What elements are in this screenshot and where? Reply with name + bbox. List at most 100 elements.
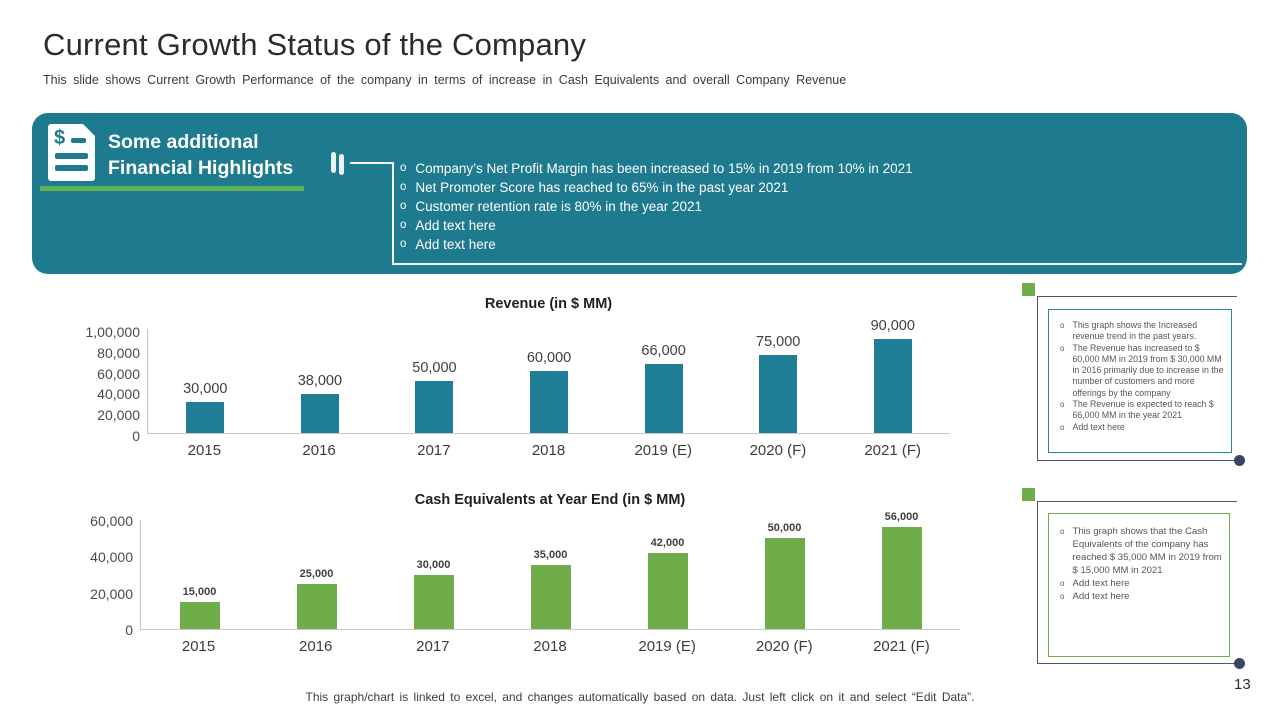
page-fold-corner <box>82 123 96 137</box>
bar-value-label: 50,000 <box>412 360 457 376</box>
cash-equivalents-bar-chart[interactable]: 0 20,000 40,000 60,000 Cash Equivalents at … <box>75 492 960 655</box>
icon-line-2 <box>55 165 88 171</box>
bar-value-label: 38,000 <box>297 372 343 389</box>
bar[interactable] <box>413 574 454 629</box>
highlights-heading-line1: Some additional <box>108 131 259 153</box>
bar[interactable] <box>530 370 569 433</box>
y-axis-tick: 40,000 <box>97 386 140 403</box>
bullet-item: Customer retention rate is 80% in the ye… <box>400 197 1240 216</box>
y-axis-tick: 0 <box>125 622 133 638</box>
bullet-item: This graph shows that the Cash Equivalen… <box>1054 525 1224 577</box>
icon-line-1 <box>55 153 88 159</box>
bar[interactable] <box>764 538 805 629</box>
revenue-bar-chart[interactable]: 0 20,000 40,000 60,000 80,000 1,00,000 Revenu… <box>85 296 950 459</box>
connector-line <box>350 162 393 164</box>
y-axis-tick: 60,000 <box>90 513 133 529</box>
bar[interactable] <box>759 355 798 433</box>
bullet-item: Add text here <box>1054 422 1226 433</box>
y-axis-tick: 0 <box>132 428 140 444</box>
revenue-chart-callout: This graph shows the Increased revenue t… <box>1022 283 1246 469</box>
bar[interactable] <box>530 565 571 629</box>
bar-column: 30,000 <box>148 381 263 433</box>
x-axis-label: 2018 <box>533 638 567 655</box>
bar-column: 60,000 <box>492 350 607 433</box>
x-axis-label: 2019 (E) <box>634 442 692 459</box>
bar-column: 25,000 <box>258 568 375 629</box>
bar-column: 50,000 <box>726 522 843 629</box>
x-axis-label: 2015 <box>187 442 222 459</box>
bullet-item: Add text here <box>1054 577 1224 590</box>
y-axis-tick: 60,000 <box>97 365 140 382</box>
bar[interactable] <box>647 552 688 629</box>
callout-bracket-line <box>1037 296 1039 460</box>
bar[interactable] <box>415 381 454 433</box>
revenue-notes-box[interactable]: This graph shows the Increased revenue t… <box>1048 309 1232 453</box>
callout-bracket-line <box>1037 663 1237 665</box>
bullet-item: The Revenue has increased to $ 60,000 MM… <box>1054 343 1226 399</box>
bar-value-label: 42,000 <box>650 536 685 549</box>
x-axis-label: 2020 (F) <box>755 638 813 655</box>
dollar-glyph: $ <box>54 127 66 149</box>
callout-bracket-line <box>1037 501 1237 503</box>
footer-note: This graph/chart is linked to excel, and… <box>305 690 975 704</box>
bar[interactable] <box>300 393 339 433</box>
cash-chart-callout: This graph shows that the Cash Equivalen… <box>1022 488 1246 676</box>
y-axis-tick: 1,00,000 <box>85 324 141 340</box>
bar-value-label: 50,000 <box>767 522 802 535</box>
bar-column: 15,000 <box>141 586 258 629</box>
financial-highlights-banner: $ Some additional Financial Highlights C… <box>32 113 1247 274</box>
bar[interactable] <box>644 364 683 433</box>
endpoint-dot <box>1234 455 1245 466</box>
x-axis-label: 2021 (F) <box>873 638 930 655</box>
bar[interactable] <box>296 583 337 629</box>
y-axis: 0 20,000 40,000 60,000 80,000 1,00,000 <box>85 324 147 444</box>
bar-value-label: 90,000 <box>870 318 915 335</box>
bar-value-label: 56,000 <box>884 511 919 524</box>
pause-bars-icon <box>339 154 344 175</box>
bar[interactable] <box>881 527 922 629</box>
bar-column: 38,000 <box>263 372 378 433</box>
bullet-item: Add text here <box>400 235 1240 254</box>
x-axis-label: 2016 <box>302 442 336 459</box>
x-axis-label: 2015 <box>181 638 216 655</box>
endpoint-dot <box>1234 658 1245 669</box>
callout-bracket-line <box>1037 296 1237 298</box>
bar-column: 42,000 <box>609 537 726 629</box>
page-subtitle: This slide shows Current Growth Performa… <box>43 73 847 87</box>
highlights-bullet-list: Company’s Net Profit Margin has been inc… <box>400 159 1240 254</box>
y-axis-tick: 40,000 <box>90 549 133 566</box>
bar-column: 35,000 <box>492 549 609 629</box>
y-axis-tick: 20,000 <box>97 407 140 424</box>
bullet-item: The Revenue is expected to reach $ 66,00… <box>1054 399 1226 422</box>
bar-column: 90,000 <box>835 318 950 433</box>
bar-value-label: 75,000 <box>756 334 801 350</box>
cash-notes-box[interactable]: This graph shows that the Cash Equivalen… <box>1048 513 1230 657</box>
bar-column: 50,000 <box>377 360 492 433</box>
bar[interactable] <box>186 401 225 433</box>
green-accent-underline <box>40 186 304 191</box>
x-axis-label: 2017 <box>417 442 451 459</box>
chart-title: Revenue (in $ MM) <box>484 296 613 312</box>
page-title: Current Growth Status of the Company <box>43 27 587 62</box>
bar-value-label: 30,000 <box>416 558 451 571</box>
bar-value-label: 15,000 <box>182 585 217 598</box>
x-axis-label: 2017 <box>416 638 450 655</box>
highlights-heading: Some additional Financial Highlights <box>108 129 293 181</box>
connector-line <box>392 263 1242 265</box>
plot-area[interactable]: 30,000 38,000 50,000 60,000 66,000 75,000 90,0… <box>147 318 950 434</box>
x-axis-label: 2018 <box>531 442 566 459</box>
page-number: 13 <box>1234 676 1251 693</box>
bar-column: 30,000 <box>375 558 492 629</box>
bar[interactable] <box>873 339 912 433</box>
bar-value-label: 30,000 <box>183 380 228 397</box>
x-axis-label: 2021 (F) <box>864 442 922 459</box>
x-axis-label: 2016 <box>299 638 333 655</box>
bar-column: 56,000 <box>843 511 960 629</box>
bar-value-label: 35,000 <box>533 549 568 562</box>
bar[interactable] <box>179 601 220 629</box>
bar-value-label: 60,000 <box>526 349 572 366</box>
x-axis: 2015 2016 2017 2018 2019 (E) 2020 (F) 2021 (F) <box>140 630 960 655</box>
x-axis: 2015 2016 2017 2018 2019 (E) 2020 (F) 2021 (F) <box>147 434 950 459</box>
y-axis: 0 20,000 40,000 60,000 <box>75 513 140 638</box>
plot-area[interactable]: 15,000 25,000 30,000 35,000 42,000 50,000 56,0… <box>140 511 960 630</box>
